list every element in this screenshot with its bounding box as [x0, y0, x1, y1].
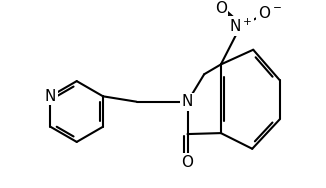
- Text: N: N: [45, 89, 56, 104]
- Text: O: O: [215, 1, 227, 16]
- Text: N: N: [182, 94, 193, 109]
- Text: O: O: [182, 155, 194, 170]
- Text: N$^+$: N$^+$: [229, 17, 252, 35]
- Text: O$^-$: O$^-$: [258, 5, 282, 21]
